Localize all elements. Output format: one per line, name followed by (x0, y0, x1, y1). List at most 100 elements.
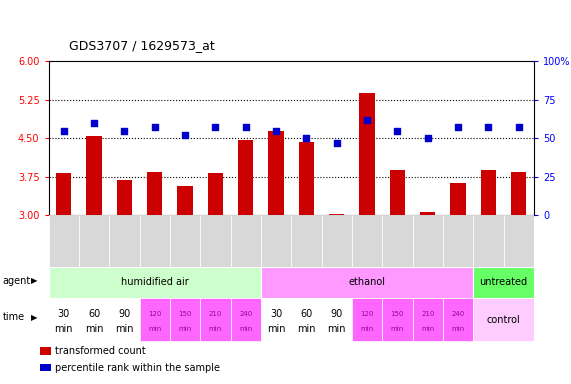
Point (363, 117, 372, 123)
Text: humidified air: humidified air (121, 277, 188, 287)
Bar (39, 347, 51, 355)
Text: min: min (360, 326, 373, 333)
Text: ▶: ▶ (31, 313, 38, 322)
Point (150, 124, 159, 131)
Point (453, 124, 463, 131)
Text: min: min (327, 324, 346, 334)
Text: percentile rank within the sample: percentile rank within the sample (55, 362, 220, 372)
Text: min: min (178, 326, 192, 333)
Bar (49, 267, 261, 298)
Bar (49, 298, 79, 341)
Text: min: min (54, 324, 73, 334)
Text: min: min (452, 326, 465, 333)
Text: agent: agent (3, 276, 31, 286)
Text: min: min (297, 324, 316, 334)
Bar (473, 298, 534, 341)
Bar (473, 215, 504, 267)
Point (514, 124, 523, 131)
Text: 240: 240 (452, 311, 465, 318)
Bar (481, 170, 496, 215)
Bar (178, 186, 192, 215)
Text: transformed count: transformed count (55, 346, 146, 356)
Bar (382, 298, 412, 341)
Point (423, 135, 432, 141)
Text: min: min (148, 326, 162, 333)
Text: min: min (115, 324, 134, 334)
Point (484, 124, 493, 131)
Text: min: min (239, 326, 252, 333)
Bar (86, 136, 102, 215)
Bar (208, 173, 223, 215)
Bar (170, 298, 200, 341)
Bar (79, 298, 109, 341)
Point (241, 124, 250, 131)
Bar (200, 215, 231, 267)
Bar (360, 93, 375, 215)
Text: 240: 240 (239, 311, 252, 318)
Text: 90: 90 (331, 310, 343, 319)
Bar (382, 215, 412, 267)
Bar (504, 215, 534, 267)
Point (59, 127, 69, 134)
Bar (473, 267, 534, 298)
Bar (261, 298, 291, 341)
Text: 60: 60 (88, 310, 100, 319)
Point (271, 127, 280, 134)
Bar (329, 214, 344, 215)
Bar (200, 298, 231, 341)
Bar (352, 298, 382, 341)
Bar (420, 212, 435, 215)
Bar (49, 215, 79, 267)
Bar (268, 131, 284, 215)
Bar (231, 298, 261, 341)
Text: 150: 150 (178, 311, 192, 318)
Text: ethanol: ethanol (348, 277, 385, 287)
Point (211, 124, 220, 131)
Bar (321, 215, 352, 267)
Bar (261, 215, 291, 267)
Bar (443, 215, 473, 267)
Point (120, 127, 129, 134)
Text: time: time (3, 313, 25, 323)
Bar (117, 180, 132, 215)
Text: min: min (85, 324, 103, 334)
Text: 210: 210 (421, 311, 435, 318)
Bar (139, 298, 170, 341)
Text: min: min (391, 326, 404, 333)
Bar (291, 215, 321, 267)
Bar (39, 364, 51, 371)
Text: ▶: ▶ (31, 276, 38, 285)
Bar (412, 298, 443, 341)
Bar (109, 298, 139, 341)
Text: control: control (486, 314, 520, 325)
Bar (511, 172, 526, 215)
Bar (299, 142, 314, 215)
Text: 90: 90 (118, 310, 131, 319)
Bar (352, 215, 382, 267)
Point (393, 127, 402, 134)
Bar (291, 298, 321, 341)
Bar (443, 298, 473, 341)
Text: GDS3707 / 1629573_at: GDS3707 / 1629573_at (69, 39, 214, 52)
Point (302, 135, 311, 141)
Text: min: min (267, 324, 286, 334)
Text: 30: 30 (58, 310, 70, 319)
Text: min: min (421, 326, 435, 333)
Bar (139, 215, 170, 267)
Bar (390, 170, 405, 215)
Point (332, 140, 341, 146)
Bar (238, 140, 254, 215)
Bar (170, 215, 200, 267)
Point (180, 132, 190, 138)
Point (90, 120, 99, 126)
Bar (56, 172, 71, 215)
Text: 30: 30 (270, 310, 282, 319)
Bar (412, 215, 443, 267)
Bar (451, 183, 465, 215)
Text: min: min (209, 326, 222, 333)
Text: 120: 120 (360, 311, 374, 318)
Bar (261, 267, 473, 298)
Bar (79, 215, 109, 267)
Bar (109, 215, 139, 267)
Text: 150: 150 (391, 311, 404, 318)
